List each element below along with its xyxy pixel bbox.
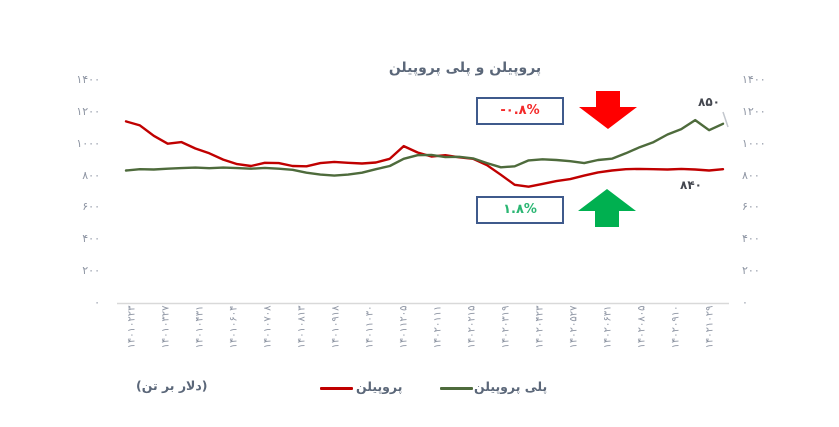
unit-label: (دلار بر تن): [136, 378, 208, 393]
y-tick-label-left: ۴۰۰: [82, 232, 100, 246]
x-tick-label: ۱۴۰۱۱۰۳۰: [364, 305, 376, 349]
x-tick-label: ۱۴۰۱۱۲۰۵: [398, 305, 410, 349]
y-tick-label-right: ۰: [742, 296, 748, 309]
growth-annotation-box: ۱.۸%: [476, 196, 564, 224]
x-tick-label: ۱۴۰۱۰۲۲۳: [126, 305, 138, 349]
y-tick-label-left: ۶۰۰: [82, 200, 100, 214]
x-tick-label: ۱۴۰۲۰۲۱۵: [466, 305, 478, 349]
y-tick-label-right: ۴۰۰: [742, 232, 760, 246]
chart-title: پروپیلن و پلی پروپیلن: [388, 60, 542, 76]
series-line-1: [124, 118, 725, 177]
y-tick-label-left: ۱۰۰۰: [76, 136, 100, 150]
x-tick-label: ۱۴۰۱۰۳۲۷: [160, 305, 172, 349]
y-tick-label-left: ۲۰۰: [82, 264, 100, 278]
x-tick-label: ۱۴۰۱۰۹۱۸: [330, 305, 342, 349]
x-tick-label: ۱۴۰۲۰۸۰۵: [636, 305, 648, 349]
y-tick-label-right: ۱۲۰۰: [742, 104, 766, 118]
end-label-leader-line: [722, 111, 729, 128]
y-tick-label-right: ۱۴۰۰: [742, 73, 766, 86]
decline-annotation-box: -۰.۸%: [476, 97, 564, 125]
x-tick-label: ۱۴۰۱۰۷۰۸: [262, 305, 274, 349]
propylene-end-value-label: ۸۴۰: [680, 178, 702, 192]
arrow-down-shape: [579, 91, 637, 129]
legend-label-propylene: پروپیلن: [356, 379, 403, 394]
y-tick-label-left: ۰: [94, 296, 100, 309]
arrow-up-icon: [578, 189, 636, 227]
y-tick-label-left: ۱۴۰۰: [76, 73, 100, 86]
x-tick-label: ۱۴۰۲۰۶۳۱: [602, 305, 614, 349]
growth-annotation-value: ۱.۸%: [503, 202, 537, 217]
x-tick-label: ۱۴۰۲۰۴۲۳: [534, 305, 546, 349]
x-tick-label: ۱۴۰۲۰۳۱۹: [500, 305, 512, 349]
polypropylene-end-value-label: ۸۵۰: [698, 95, 720, 109]
x-tick-label: ۱۴۰۲۱۰۲۹: [704, 305, 716, 349]
x-tick-label: ۱۴۰۱۰۸۱۳: [296, 305, 308, 349]
x-tick-label: ۱۴۰۱۰۶۰۴: [228, 305, 240, 349]
decline-annotation-value: -۰.۸%: [500, 103, 540, 118]
arrow-down-icon: [579, 91, 637, 129]
arrow-up-shape: [578, 189, 636, 227]
legend-label-polypropylene: پلی پروپیلن: [474, 379, 548, 394]
x-tick-label: ۱۴۰۲۰۹۱۰: [670, 305, 682, 349]
y-tick-label-left: ۱۲۰۰: [76, 104, 100, 118]
x-tick-label: ۱۴۰۲۰۵۲۷: [568, 305, 580, 349]
legend-swatch-propylene: [320, 387, 353, 390]
x-tick-label: ۱۴۰۱۰۴۳۱: [194, 305, 206, 349]
y-tick-label-right: ۸۰۰: [742, 168, 760, 182]
y-tick-label-right: ۲۰۰: [742, 264, 760, 278]
y-tick-label-right: ۱۰۰۰: [742, 136, 766, 150]
legend-swatch-polypropylene: [440, 387, 473, 390]
x-tick-label: ۱۴۰۲۰۱۱۱: [432, 305, 444, 349]
y-tick-label-left: ۸۰۰: [82, 168, 100, 182]
y-tick-label-right: ۶۰۰: [742, 200, 760, 214]
